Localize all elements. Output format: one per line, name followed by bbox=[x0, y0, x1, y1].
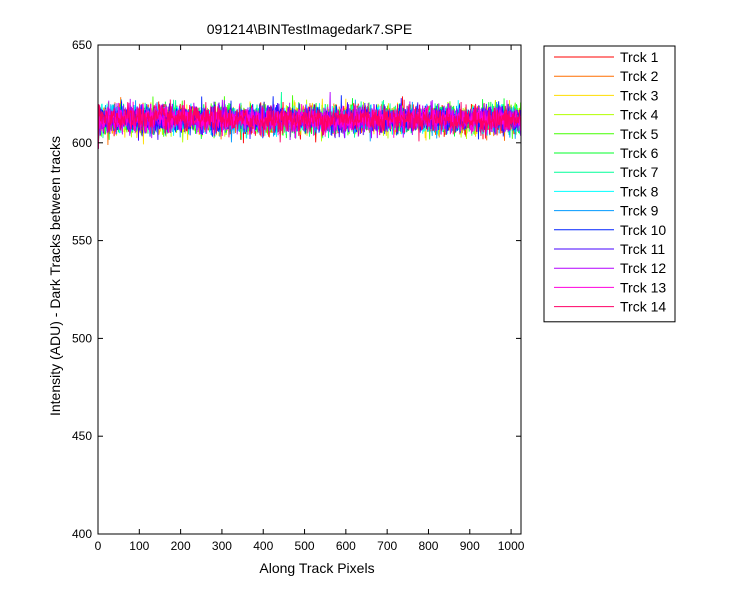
x-tick-label: 800 bbox=[418, 539, 438, 553]
legend-label-trck-6: Trck 6 bbox=[620, 145, 659, 161]
series-line-trck-13 bbox=[97, 100, 522, 149]
legend-box bbox=[543, 45, 676, 323]
x-tick-label: 200 bbox=[171, 539, 191, 553]
x-axis-label: Along Track Pixels bbox=[259, 560, 374, 576]
legend-label-trck-12: Trck 12 bbox=[620, 260, 666, 276]
legend: Trck 1 Trck 2 Trck 3 Trck 4 Trck 5 Trck 6 Trck… bbox=[543, 45, 676, 323]
plot-frame bbox=[97, 44, 522, 535]
x-tick-label: 600 bbox=[336, 539, 356, 553]
x-tick-label: 400 bbox=[253, 539, 273, 553]
y-axis-label: Intensity (ADU) - Dark Tracks between tr… bbox=[47, 136, 63, 416]
ticks-layer: 0 100 200 300 400 500 600 700 800 900 1000 400 450 50… bbox=[72, 38, 525, 553]
x-tick-label: 900 bbox=[460, 539, 480, 553]
x-tick-label: 500 bbox=[295, 539, 315, 553]
legend-label-trck-10: Trck 10 bbox=[620, 222, 666, 238]
legend-label-trck-4: Trck 4 bbox=[620, 107, 659, 123]
legend-label-trck-8: Trck 8 bbox=[620, 183, 659, 199]
legend-label-trck-7: Trck 7 bbox=[620, 164, 659, 180]
x-tick-label: 1000 bbox=[498, 539, 525, 553]
y-tick-label: 650 bbox=[72, 38, 92, 52]
legend-label-trck-2: Trck 2 bbox=[620, 68, 659, 84]
chart-title: 091214\BINTestImagedark7.SPE bbox=[207, 21, 412, 37]
x-tick-label: 100 bbox=[129, 539, 149, 553]
y-tick-label: 550 bbox=[72, 234, 92, 248]
legend-label-trck-9: Trck 9 bbox=[620, 203, 659, 219]
series-layer bbox=[97, 91, 522, 149]
y-tick-label: 450 bbox=[72, 429, 92, 443]
legend-label-trck-5: Trck 5 bbox=[620, 126, 659, 142]
y-tick-label: 600 bbox=[72, 136, 92, 150]
legend-label-trck-13: Trck 13 bbox=[620, 279, 666, 295]
legend-label-trck-1: Trck 1 bbox=[620, 49, 659, 65]
series-line-trck-14 bbox=[97, 99, 522, 149]
legend-label-trck-3: Trck 3 bbox=[620, 87, 659, 103]
y-tick-label: 500 bbox=[72, 331, 92, 345]
x-tick-label: 0 bbox=[95, 539, 102, 553]
y-tick-label: 400 bbox=[72, 527, 92, 541]
x-tick-label: 300 bbox=[212, 539, 232, 553]
x-tick-label: 700 bbox=[377, 539, 397, 553]
legend-label-trck-14: Trck 14 bbox=[620, 299, 666, 315]
legend-label-trck-11: Trck 11 bbox=[620, 241, 665, 257]
